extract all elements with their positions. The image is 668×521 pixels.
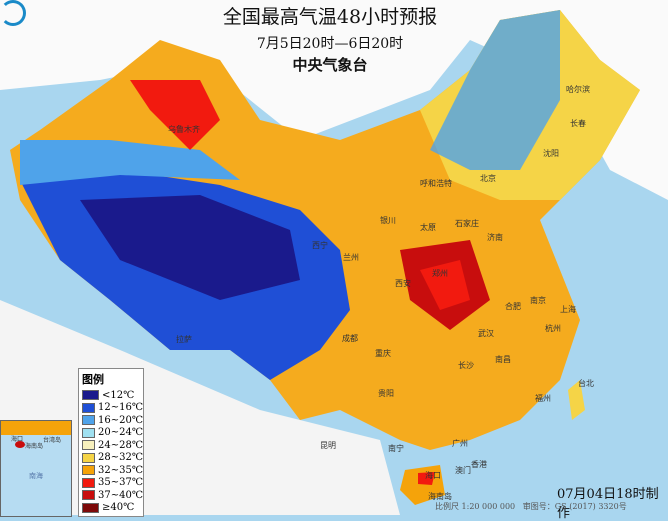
legend-swatch xyxy=(82,490,95,501)
legend-swatch xyxy=(82,390,99,401)
red-xinjiang xyxy=(130,80,220,150)
legend-item: 37~40℃ xyxy=(82,489,143,502)
city-label: 澳门 xyxy=(455,466,471,475)
city-label: 福州 xyxy=(535,394,551,403)
city-label: 南昌 xyxy=(495,355,511,364)
legend-swatch xyxy=(82,452,95,463)
legend-swatch xyxy=(82,477,95,488)
legend-item: 16~20℃ xyxy=(82,414,143,427)
legend-item: 28~32℃ xyxy=(82,452,143,465)
city-label: 拉萨 xyxy=(176,335,192,344)
taiwan xyxy=(568,380,585,420)
city-label: 成都 xyxy=(342,334,358,343)
city-label: 南宁 xyxy=(388,444,404,453)
city-label: 郑州 xyxy=(432,269,448,278)
city-label: 呼和浩特 xyxy=(420,179,452,188)
legend-swatch xyxy=(82,440,95,451)
darkblue-tibet xyxy=(80,195,300,300)
city-label: 重庆 xyxy=(375,349,391,358)
city-label: 银川 xyxy=(380,216,396,225)
city-label: 沈阳 xyxy=(543,149,559,158)
red-central-2 xyxy=(420,260,470,310)
legend: 图例 <12℃ 12~16℃ 16~20℃ 20~24℃ 24~28℃ 28~32℃ 32~… xyxy=(78,368,144,517)
city-label: 济南 xyxy=(487,233,503,242)
blue-northeast xyxy=(430,10,560,170)
city-label: 广州 xyxy=(452,439,468,448)
city-label: 长春 xyxy=(570,119,586,128)
city-label: 西宁 xyxy=(312,241,328,250)
legend-label: 24~28℃ xyxy=(97,439,143,451)
legend-label: 28~32℃ xyxy=(97,452,143,464)
city-label: 长沙 xyxy=(458,361,474,370)
legend-swatch xyxy=(82,415,95,426)
city-label: 上海 xyxy=(560,305,576,314)
legend-swatch xyxy=(82,465,95,476)
legend-label: 16~20℃ xyxy=(97,414,143,426)
legend-item: 35~37℃ xyxy=(82,477,143,490)
legend-item: 32~35℃ xyxy=(82,464,143,477)
city-label: 石家庄 xyxy=(455,219,479,228)
city-label: 海口 xyxy=(425,471,441,480)
scale-note: 比例尺 1:20 000 000 审图号：GS (2017) 3320号 xyxy=(435,502,627,511)
legend-label: <12℃ xyxy=(102,389,135,401)
city-label: 西安 xyxy=(395,279,411,288)
legend-label: ≥40℃ xyxy=(102,502,135,514)
south-china-sea-inset: 台湾岛 海南岛 南海 海口 xyxy=(0,420,72,517)
city-label: 哈尔滨 xyxy=(566,85,590,94)
legend-swatch xyxy=(82,427,95,438)
city-label: 太原 xyxy=(420,223,436,232)
legend-item: 20~24℃ xyxy=(82,427,143,440)
legend-item: 24~28℃ xyxy=(82,439,143,452)
legend-label: 35~37℃ xyxy=(97,477,143,489)
legend-swatch xyxy=(82,502,99,513)
map-title: 全国最高气温48小时预报 xyxy=(222,6,438,28)
city-label: 南京 xyxy=(530,296,546,305)
lightblue-xinjiang xyxy=(20,140,240,185)
city-label: 香港 xyxy=(471,460,487,469)
legend-label: 37~40℃ xyxy=(97,489,143,501)
city-label: 合肥 xyxy=(505,302,521,311)
hainan-hot xyxy=(418,472,435,485)
legend-title: 图例 xyxy=(82,373,104,386)
legend-label: 32~35℃ xyxy=(97,464,143,476)
agency-name: 中央气象台 xyxy=(292,56,368,74)
legend-item: <12℃ xyxy=(82,389,143,402)
legend-swatch xyxy=(82,402,95,413)
city-label: 兰州 xyxy=(343,253,359,262)
city-label: 贵阳 xyxy=(378,389,394,398)
city-label: 台北 xyxy=(578,379,594,388)
forecast-period: 7月5日20时—6日20时 xyxy=(256,36,404,52)
legend-label: 20~24℃ xyxy=(97,427,143,439)
city-label: 北京 xyxy=(480,174,496,183)
city-label: 昆明 xyxy=(320,441,336,450)
legend-item: 12~16℃ xyxy=(82,402,143,415)
legend-label: 12~16℃ xyxy=(97,402,143,414)
legend-item: ≥40℃ xyxy=(82,502,143,515)
city-label: 武汉 xyxy=(478,329,494,338)
cma-logo xyxy=(0,0,26,26)
city-label: 乌鲁木齐 xyxy=(168,125,200,134)
city-label: 杭州 xyxy=(545,324,561,333)
city-label: 海南岛 xyxy=(428,492,452,501)
